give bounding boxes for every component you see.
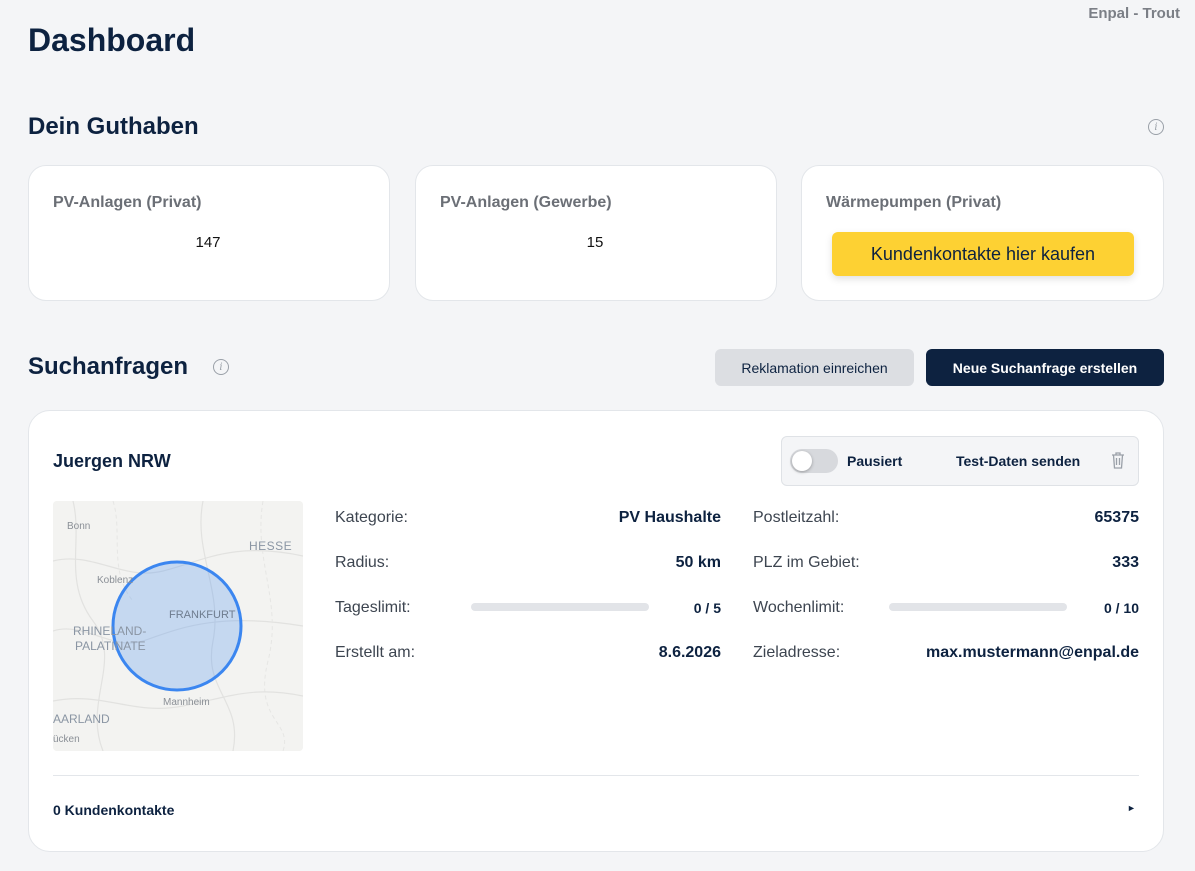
postal-code-label: Postleitzahl:: [753, 509, 840, 526]
customer-contacts-count[interactable]: 0 Kundenkontakte: [53, 802, 175, 818]
page-title: Dashboard: [28, 22, 196, 58]
new-search-button[interactable]: Neue Suchanfrage erstellen: [926, 349, 1164, 386]
weekly-limit-label: Wochenlimit:: [753, 599, 845, 616]
search-controls: Pausiert Test-Daten senden: [781, 436, 1139, 486]
target-address-value: max.mustermann@enpal.de: [926, 644, 1139, 661]
radius-value: 50 km: [675, 554, 721, 571]
map-label-koblenz: Koblenz: [97, 575, 134, 586]
credit-card-value: 147: [195, 234, 221, 251]
map-label-frankfurt: FRANKFURT: [169, 609, 236, 621]
map-label-mannheim: Mannheim: [163, 697, 210, 708]
credit-card-label: PV-Anlagen (Privat): [53, 194, 202, 211]
map-label-palatinate: PALATINATE: [75, 639, 146, 653]
toggle-label: Pausiert: [847, 453, 903, 469]
toggle-knob: [792, 451, 812, 471]
map-graphic: [53, 501, 303, 751]
created-value: 8.6.2026: [658, 644, 721, 661]
search-area-map[interactable]: Bonn HESSE Koblenz FRANKFURT RHINELAND- …: [53, 501, 303, 751]
postal-codes-in-area-label: PLZ im Gebiet:: [753, 554, 860, 571]
credit-card-label: Wärmepumpen (Privat): [826, 194, 1002, 211]
daily-limit-label: Tageslimit:: [335, 599, 411, 616]
radius-label: Radius:: [335, 554, 390, 571]
daily-limit-value: 0 / 5: [693, 600, 721, 616]
complaint-button[interactable]: Reklamation einreichen: [715, 349, 914, 386]
postal-code-value: 65375: [1094, 509, 1140, 526]
card-divider: [53, 775, 1139, 776]
category-value: PV Haushalte: [618, 509, 721, 526]
trash-icon[interactable]: [1110, 451, 1126, 469]
account-name[interactable]: Enpal - Trout: [1088, 5, 1180, 22]
buy-contacts-button[interactable]: Kundenkontakte hier kaufen: [832, 232, 1134, 276]
created-label: Erstellt am:: [335, 644, 416, 661]
weekly-limit-value: 0 / 10: [1103, 600, 1139, 616]
target-address-label: Zieladresse:: [753, 644, 841, 661]
credit-card-label: PV-Anlagen (Gewerbe): [440, 194, 612, 211]
postal-codes-in-area-value: 333: [1112, 554, 1139, 571]
info-icon[interactable]: i: [1148, 119, 1164, 135]
map-label-saarbruecken: ücken: [53, 734, 80, 745]
category-label: Kategorie:: [335, 509, 408, 526]
credit-card-pv-commercial: PV-Anlagen (Gewerbe) 15: [415, 165, 777, 301]
credit-card-value: 15: [586, 234, 604, 251]
pause-toggle[interactable]: [790, 449, 838, 473]
daily-limit-bar: [471, 603, 649, 611]
searches-section-title: Suchanfragen: [28, 353, 189, 380]
info-icon[interactable]: i: [213, 359, 229, 375]
map-label-saarland: AARLAND: [53, 712, 110, 726]
credit-card-pv-private: PV-Anlagen (Privat) 147: [28, 165, 390, 301]
weekly-limit-bar: [889, 603, 1067, 611]
triangle-right-icon[interactable]: ►: [1127, 803, 1136, 813]
map-label-hesse: HESSE: [249, 539, 293, 553]
search-name: Juergen NRW: [53, 451, 171, 471]
map-label-bonn: Bonn: [67, 521, 91, 532]
send-test-data-button[interactable]: Test-Daten senden: [956, 453, 1081, 469]
map-label-rhineland: RHINELAND-: [73, 624, 147, 638]
credit-card-heatpumps: Wärmepumpen (Privat) Kundenkontakte hier…: [801, 165, 1164, 301]
search-card: Juergen NRW Pausiert Test-Daten senden B…: [28, 410, 1164, 852]
credit-section-title: Dein Guthaben: [28, 113, 199, 140]
